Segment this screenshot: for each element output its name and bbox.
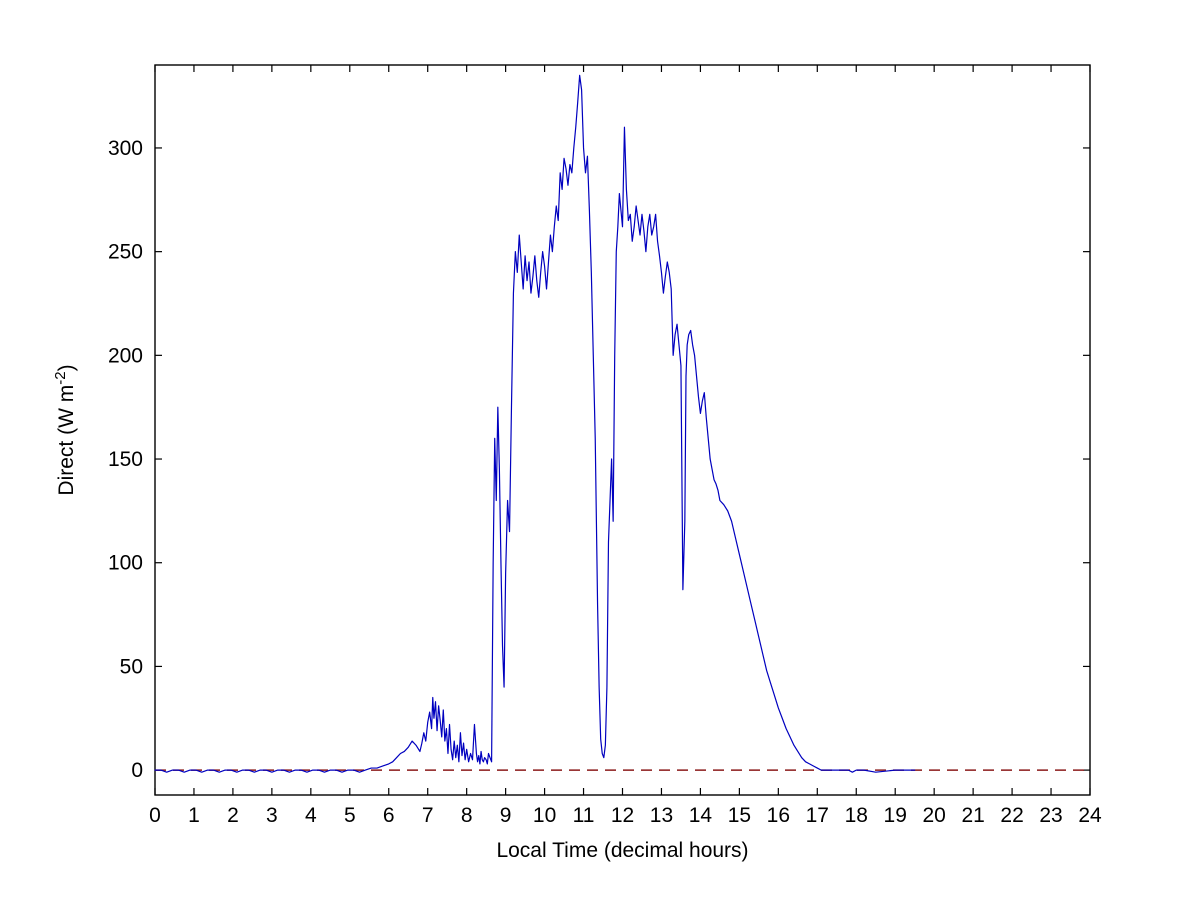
y-tick-label: 200	[108, 344, 143, 367]
series-line-direct	[154, 74, 916, 773]
x-tick-label: 21	[961, 804, 984, 827]
x-tick-label: 16	[767, 804, 790, 827]
x-tick-label: 4	[305, 804, 317, 827]
y-tick-label: 150	[108, 448, 143, 471]
y-tick-label: 0	[131, 759, 143, 782]
y-tick-label: 250	[108, 241, 143, 264]
x-tick-label: 1	[188, 804, 200, 827]
x-tick-label: 6	[383, 804, 395, 827]
x-tick-label: 23	[1039, 804, 1062, 827]
plot-area: 0 1 2 3 4 5 6 7 8 9 10 11 12 13 14 15 16 17 18 19 20 21 22 23 24…	[52, 64, 1102, 862]
x-tick-label: 0	[149, 804, 161, 827]
x-tick-label: 2	[227, 804, 239, 827]
x-tick-label: 18	[845, 804, 868, 827]
x-tick-label: 14	[689, 804, 713, 827]
y-axis-title: Direct (W m-2)	[52, 364, 78, 495]
x-tick-label: 17	[806, 804, 829, 827]
x-tick-label: 24	[1078, 804, 1102, 827]
y-tick-label: 50	[120, 655, 143, 678]
x-tick-label: 22	[1000, 804, 1023, 827]
y-tick-label: 300	[108, 137, 143, 160]
x-tick-label: 12	[611, 804, 634, 827]
x-tick-label: 20	[922, 804, 945, 827]
x-tick-label: 8	[461, 804, 473, 827]
x-tick-label: 3	[266, 804, 278, 827]
x-tick-label: 5	[344, 804, 356, 827]
x-tick-label: 9	[500, 804, 512, 827]
x-tick-label: 7	[422, 804, 434, 827]
y-tick-label: 100	[108, 552, 143, 575]
x-tick-label: 15	[728, 804, 751, 827]
x-tick-label: 11	[573, 804, 595, 827]
x-axis-title: Local Time (decimal hours)	[496, 839, 748, 862]
x-tick-label: 13	[650, 804, 673, 827]
x-tick-label: 19	[884, 804, 907, 827]
x-tick-label: 10	[533, 804, 556, 827]
